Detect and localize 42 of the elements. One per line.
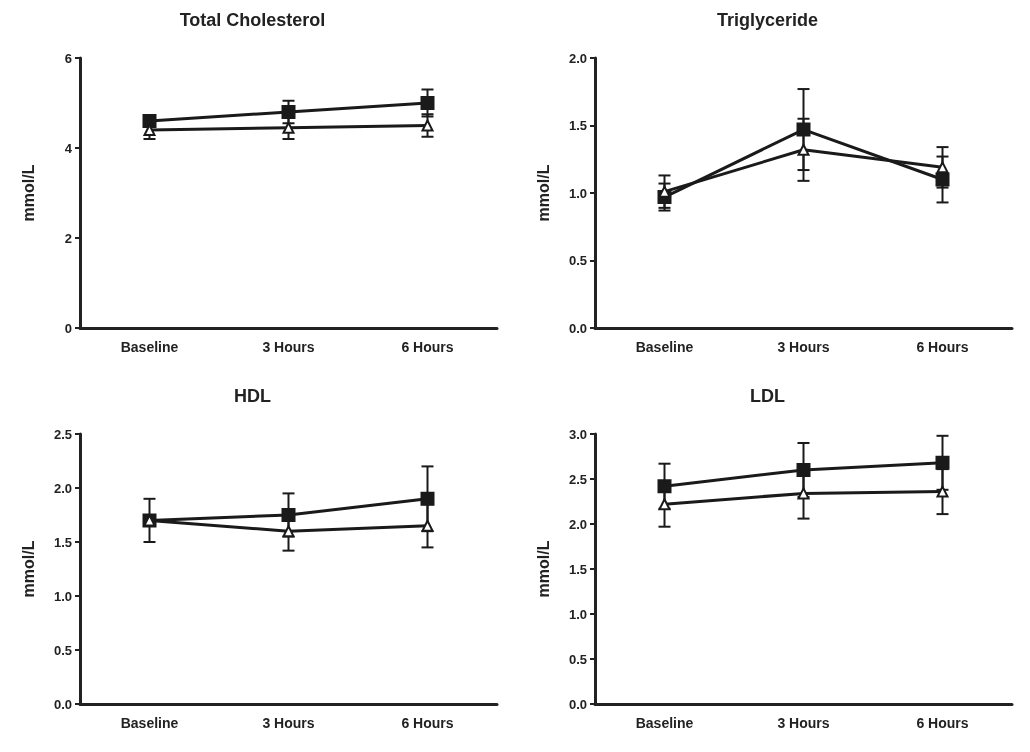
y-tick-label: 1.5 bbox=[568, 118, 587, 133]
chart-title: LDL bbox=[750, 386, 785, 406]
y-tick-label: 2.0 bbox=[53, 480, 72, 496]
y-tick-label: 2.0 bbox=[568, 516, 587, 532]
y-axis-title: mmol/L bbox=[19, 540, 37, 598]
y-axis-title: mmol/L bbox=[19, 164, 37, 222]
y-tick-label: 1.0 bbox=[53, 588, 72, 604]
y-tick-label: 1.5 bbox=[53, 534, 72, 550]
x-tick-label: 3 Hours bbox=[777, 339, 830, 355]
x-tick-label: 3 Hours bbox=[262, 715, 315, 731]
y-tick-label: 1.0 bbox=[568, 606, 587, 622]
x-tick-label: 3 Hours bbox=[262, 339, 315, 355]
y-tick-label: 2.5 bbox=[568, 471, 587, 487]
y-tick-label: 0.5 bbox=[53, 642, 72, 658]
y-tick-label: 0.0 bbox=[53, 696, 72, 712]
x-tick-label: 6 Hours bbox=[401, 715, 454, 731]
y-tick-label: 4 bbox=[64, 140, 73, 156]
x-tick-label: 6 Hours bbox=[916, 339, 969, 355]
y-tick-label: 0.5 bbox=[568, 253, 587, 268]
y-tick-label: 1.5 bbox=[568, 561, 587, 577]
x-tick-label: 6 Hours bbox=[916, 715, 969, 731]
y-axis-title: mmol/L bbox=[534, 540, 552, 598]
chart-title: HDL bbox=[234, 386, 271, 406]
x-tick-label: Baseline bbox=[635, 339, 694, 355]
y-axis-title: mmol/L bbox=[534, 164, 552, 222]
y-tick-label: 6 bbox=[64, 50, 72, 66]
x-tick-label: 3 Hours bbox=[777, 715, 830, 731]
x-tick-label: 6 Hours bbox=[401, 339, 454, 355]
x-tick-label: Baseline bbox=[120, 339, 179, 355]
chart-title: Triglyceride bbox=[716, 10, 819, 30]
y-tick-label: 0.0 bbox=[568, 696, 587, 712]
y-tick-label: 2 bbox=[64, 230, 72, 246]
y-tick-label: 0 bbox=[64, 320, 72, 336]
y-tick-label: 2.0 bbox=[568, 50, 587, 66]
y-tick-label: 1.0 bbox=[568, 185, 587, 201]
x-tick-label: Baseline bbox=[120, 715, 179, 731]
x-tick-label: Baseline bbox=[635, 715, 694, 731]
y-tick-label: 0.5 bbox=[568, 651, 587, 667]
y-tick-label: 2.5 bbox=[53, 426, 72, 442]
y-tick-label: 0.0 bbox=[568, 320, 587, 336]
y-tick-label: 3.0 bbox=[568, 426, 587, 442]
chart-title: Total Cholesterol bbox=[179, 10, 326, 30]
